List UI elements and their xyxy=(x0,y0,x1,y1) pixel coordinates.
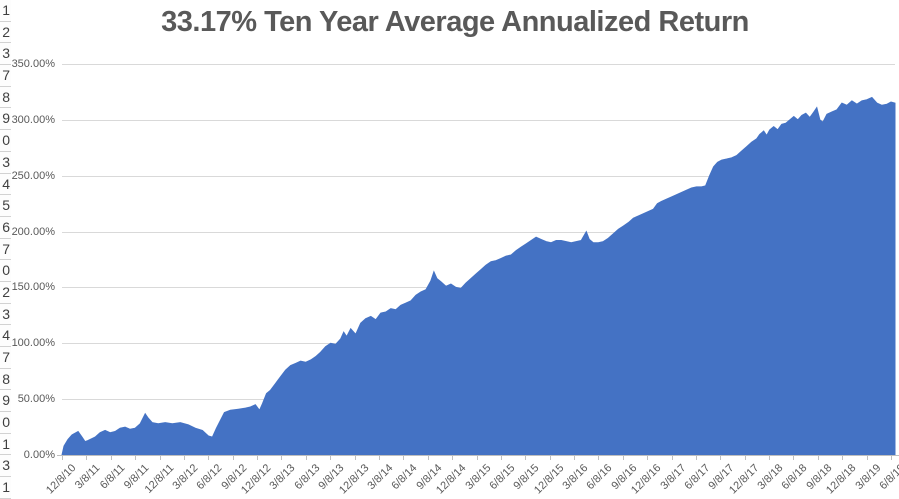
row-header-cell[interactable]: 3 xyxy=(0,152,11,174)
x-axis-tick-mark xyxy=(695,456,697,460)
x-axis-tick-mark xyxy=(866,456,868,460)
x-axis-tick-mark xyxy=(769,456,771,460)
x-axis-tick-mark xyxy=(427,456,429,460)
row-header-cell[interactable]: 2 xyxy=(0,22,11,44)
y-axis-tick-label: 100.00% xyxy=(11,337,55,350)
x-axis-tick-mark xyxy=(622,456,624,460)
row-header-cell[interactable]: 0 xyxy=(0,260,11,282)
row-header-cell[interactable]: 6 xyxy=(0,217,11,239)
y-axis-tick-label: 350.00% xyxy=(11,58,55,70)
x-axis-tick-mark xyxy=(183,456,185,460)
x-axis-tick-mark xyxy=(720,456,722,460)
row-header-cell[interactable]: 3 xyxy=(0,43,11,66)
x-axis-tick-mark xyxy=(452,456,454,460)
row-header-cell[interactable]: 4 xyxy=(0,325,11,347)
row-header-cell[interactable]: 8 xyxy=(0,369,11,391)
row-header-cell[interactable]: 1 xyxy=(0,0,11,22)
y-gridline xyxy=(62,119,895,121)
x-axis-tick-mark xyxy=(62,456,63,460)
x-axis-tick-mark xyxy=(549,456,551,460)
y-axis-tick-label: 300.00% xyxy=(11,113,55,126)
x-axis-tick-mark xyxy=(793,456,795,460)
x-axis-tick-mark xyxy=(330,456,332,460)
x-axis-tick-mark xyxy=(257,456,259,460)
x-axis-tick-mark xyxy=(744,456,746,460)
x-axis-tick-mark xyxy=(305,456,307,460)
y-gridline xyxy=(62,64,895,65)
chart-title: 33.17% Ten Year Average Annualized Retur… xyxy=(161,6,749,38)
x-axis-tick-mark xyxy=(647,456,649,460)
area-series-returns xyxy=(61,96,896,456)
row-header-cell[interactable]: 5 xyxy=(0,195,11,217)
x-axis-line xyxy=(57,455,899,456)
x-axis-tick-mark xyxy=(403,456,405,460)
y-axis-tick-label: 200.00% xyxy=(11,225,55,238)
row-header-cell[interactable]: 1 xyxy=(0,434,11,456)
row-header-cell[interactable]: 3 xyxy=(0,455,11,478)
row-header-cell[interactable]: 9 xyxy=(0,390,11,413)
row-header-cell[interactable]: 4 xyxy=(0,174,11,196)
y-axis-tick-label: 0.00% xyxy=(23,449,55,461)
y-axis-tick-label: 250.00% xyxy=(11,169,55,182)
row-header-cell[interactable]: 3 xyxy=(0,304,11,326)
row-header-cell[interactable]: 0 xyxy=(0,130,11,152)
row-header-cell[interactable]: 0 xyxy=(0,412,11,434)
x-axis-tick-mark xyxy=(842,456,844,460)
x-axis-tick-mark xyxy=(135,456,137,460)
y-axis-tick-label: 150.00% xyxy=(11,281,55,294)
row-header-cell[interactable]: 7 xyxy=(0,347,11,369)
y-axis-tick-label: 50.00% xyxy=(17,393,55,406)
x-axis-tick-mark xyxy=(354,456,356,460)
x-axis-tick-mark xyxy=(598,456,600,460)
x-axis-tick-mark xyxy=(281,456,283,460)
x-axis-tick-mark xyxy=(500,456,502,460)
x-axis-tick-mark xyxy=(378,456,380,460)
y-gridline xyxy=(62,231,895,233)
y-gridline xyxy=(62,175,895,177)
row-header-cell[interactable]: 7 xyxy=(0,239,11,261)
x-axis-tick-mark xyxy=(671,456,673,460)
row-header-cell[interactable]: 1 xyxy=(0,477,11,499)
area-fill xyxy=(61,96,896,456)
x-axis-tick-mark xyxy=(208,456,210,460)
x-axis-tick-mark xyxy=(525,456,527,460)
x-axis-tick-mark xyxy=(232,456,234,460)
x-axis-tick-mark xyxy=(86,456,88,460)
x-axis-tick-mark xyxy=(574,456,576,460)
row-header-cell[interactable]: 7 xyxy=(0,65,11,87)
row-header-cell[interactable]: 8 xyxy=(0,87,11,109)
x-axis-tick-mark xyxy=(891,456,892,460)
x-axis-tick-mark xyxy=(817,456,819,460)
x-axis-tick-mark xyxy=(110,456,112,460)
chart-object[interactable]: 33.17% Ten Year Average Annualized Retur… xyxy=(11,0,899,499)
x-axis-tick-mark xyxy=(476,456,478,460)
row-header-cell[interactable]: 2 xyxy=(0,282,11,304)
x-axis-tick-mark xyxy=(159,456,161,460)
row-header-cell[interactable]: 9 xyxy=(0,108,11,131)
